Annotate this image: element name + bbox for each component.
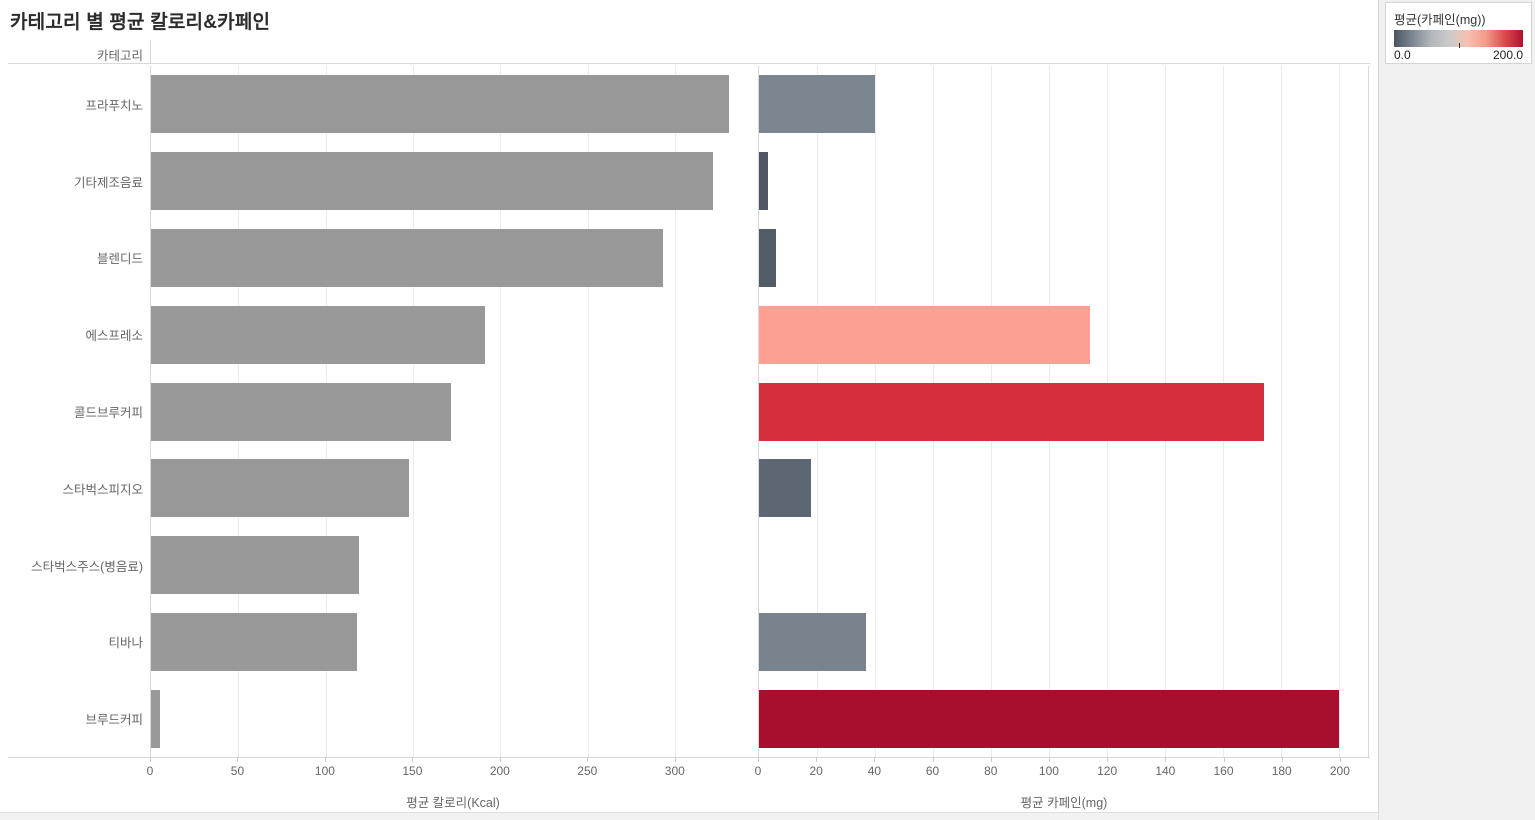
axis-tick-label: 140: [1155, 764, 1176, 778]
header-divider: [8, 63, 1370, 64]
category-row: 티바나: [0, 603, 1370, 680]
axis-tick-label: 20: [809, 764, 823, 778]
bar-기타제조음료[interactable]: [759, 152, 768, 211]
axis-tick-mark: [874, 757, 876, 762]
axis-tick-mark: [237, 757, 239, 762]
page-title: 카테고리 별 평균 칼로리&카페인: [10, 12, 271, 33]
axis-tick-label: 200: [1329, 764, 1350, 778]
axis-tick-label: 80: [984, 764, 998, 778]
axis-tick-label: 0: [754, 764, 762, 778]
bar-콜드브루커피[interactable]: [759, 382, 1264, 441]
legend-min-label: 0.0: [1394, 48, 1411, 62]
axis-tick-label: 160: [1213, 764, 1234, 778]
axis-tick-mark: [1281, 757, 1283, 762]
bar-스타벅스피지오[interactable]: [151, 459, 410, 518]
axis-tick-mark: [1048, 757, 1050, 762]
bar-티바나[interactable]: [759, 612, 867, 671]
axis-tick-label: 180: [1271, 764, 1292, 778]
calorie-axis-title: 평균 칼로리(Kcal): [406, 796, 500, 810]
axis-tick-label: 50: [230, 764, 245, 778]
legend-gradient-bar: [1394, 30, 1523, 47]
axis-tick-mark: [674, 757, 676, 762]
axis-tick-mark: [412, 757, 414, 762]
axis-tick-label: 100: [314, 764, 335, 778]
category-row: 콜드브루커피: [0, 373, 1370, 450]
category-row: 블렌디드: [0, 220, 1370, 297]
axis-tick-mark: [1165, 757, 1167, 762]
axis-tick-label: 200: [489, 764, 510, 778]
gridline: [1339, 66, 1340, 757]
axis-tick-label: 0: [146, 764, 154, 778]
axis-tick-label: 60: [925, 764, 940, 778]
bar-에스프레소[interactable]: [759, 305, 1090, 364]
axis-tick-mark: [990, 757, 992, 762]
category-label[interactable]: 에스프레소: [85, 329, 143, 344]
header-column-divider: [150, 40, 151, 63]
caffeine-axis-title: 평균 카페인(mg): [1020, 796, 1108, 810]
bar-브루드커피[interactable]: [759, 689, 1339, 748]
color-legend-card[interactable]: 평균(카페인(mg)) 0.0 200.0: [1385, 2, 1532, 64]
x-axis-line: [8, 757, 1370, 758]
gridline: [674, 66, 676, 757]
bar-스타벅스주스(병음료)[interactable]: [151, 536, 359, 595]
category-label[interactable]: 스타벅스피지오: [62, 482, 143, 497]
gridline: [1281, 66, 1282, 757]
bar-스타벅스피지오[interactable]: [759, 459, 812, 518]
category-row: 프라푸치노: [0, 66, 1370, 143]
bar-콜드브루커피[interactable]: [151, 382, 452, 441]
legend-gradient-tick: [1458, 43, 1460, 48]
bottom-scroll-strip[interactable]: [0, 812, 1378, 820]
axis-tick-mark: [587, 757, 589, 762]
calorie-chart-pane: [150, 66, 757, 757]
category-label[interactable]: 프라푸치노: [85, 98, 143, 113]
bar-브루드커피[interactable]: [151, 689, 160, 748]
axis-tick-label: 120: [1097, 764, 1118, 778]
legend-max-label: 200.0: [1492, 48, 1523, 62]
axis-tick-label: 300: [664, 764, 685, 778]
axis-tick-mark: [150, 757, 151, 762]
category-label[interactable]: 기타제조음료: [73, 175, 143, 190]
caffeine-chart-pane: [758, 66, 1369, 757]
category-label[interactable]: 블렌디드: [96, 252, 143, 267]
legend-title: 평균(카페인(mg)): [1394, 13, 1486, 27]
row-header-label: 카테고리: [96, 49, 143, 63]
category-label[interactable]: 스타벅스주스(병음료): [31, 559, 143, 574]
category-row: 에스프레소: [0, 296, 1370, 373]
axis-tick-mark: [816, 757, 818, 762]
axis-tick-label: 250: [577, 764, 598, 778]
axis-tick-mark: [1107, 757, 1109, 762]
axis-tick-label: 40: [867, 764, 882, 778]
bar-티바나[interactable]: [151, 612, 358, 671]
bar-프라푸치노[interactable]: [759, 75, 875, 134]
bar-에스프레소[interactable]: [151, 305, 485, 364]
category-row: 스타벅스피지오: [0, 450, 1370, 527]
bar-기타제조음료[interactable]: [151, 152, 714, 211]
category-row: 기타제조음료: [0, 143, 1370, 220]
gridline: [587, 66, 589, 757]
axis-tick-mark: [499, 757, 501, 762]
bar-블렌디드[interactable]: [759, 228, 777, 287]
axis-tick-mark: [758, 757, 759, 762]
category-row: 브루드커피: [0, 680, 1370, 757]
axis-tick-mark: [324, 757, 326, 762]
bar-프라푸치노[interactable]: [151, 75, 730, 134]
axis-tick-mark: [932, 757, 934, 762]
legend-panel: 평균(카페인(mg)) 0.0 200.0: [1378, 0, 1535, 820]
axis-tick-label: 150: [402, 764, 423, 778]
axis-tick-mark: [1223, 757, 1225, 762]
gridline: [500, 66, 502, 757]
axis-tick-mark: [1339, 757, 1341, 762]
bar-블렌디드[interactable]: [151, 228, 663, 287]
axis-tick-label: 100: [1038, 764, 1059, 778]
category-label[interactable]: 콜드브루커피: [73, 405, 143, 420]
category-label[interactable]: 티바나: [108, 636, 143, 651]
category-label[interactable]: 브루드커피: [85, 713, 143, 728]
category-row: 스타벅스주스(병음료): [0, 527, 1370, 604]
